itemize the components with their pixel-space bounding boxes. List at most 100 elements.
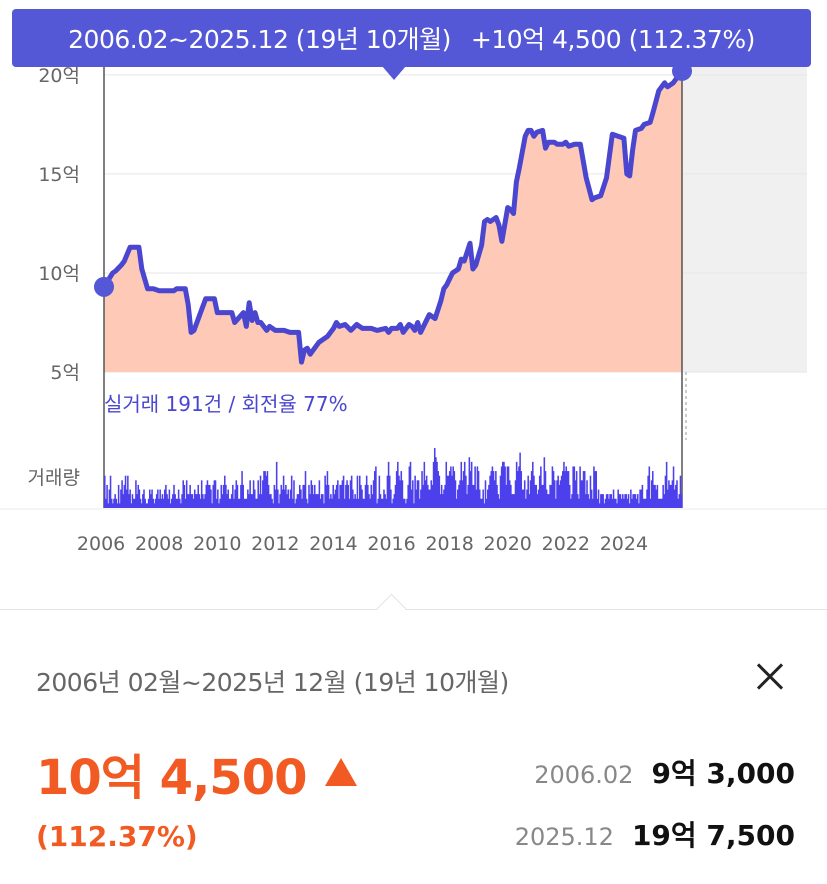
volume-bar (492, 471, 495, 508)
volume-bar (544, 471, 547, 508)
volume-bar (189, 484, 191, 508)
volume-bar (252, 480, 255, 508)
volume-bar (352, 489, 354, 508)
volume-bar (104, 475, 106, 508)
volume-bar (220, 484, 223, 508)
volume-bar (346, 480, 348, 508)
volume-bar (233, 498, 235, 508)
volume-bar (343, 498, 346, 508)
volume-bar (229, 498, 232, 508)
volume-bar (386, 475, 389, 508)
volume-bar (240, 484, 242, 508)
close-icon[interactable] (750, 656, 790, 696)
volume-bar (172, 494, 174, 508)
volume-bar (192, 498, 195, 508)
volume-bar (417, 480, 420, 508)
volume-bar (167, 498, 169, 508)
end-price: 19억 7,500 (631, 819, 795, 852)
volume-bar (407, 484, 409, 508)
volume-bar (413, 503, 415, 508)
volume-bar (153, 503, 156, 508)
volume-bar (303, 484, 306, 508)
volume-bar (242, 484, 244, 508)
volume-bar (309, 494, 311, 508)
volume-bar (251, 494, 254, 508)
start-handle[interactable] (94, 276, 114, 297)
volume-bar (567, 471, 570, 508)
volume-bar (609, 494, 611, 508)
volume-bar (370, 484, 373, 508)
volume-bar (218, 503, 220, 508)
volume-bar (423, 461, 426, 508)
volume-bar (617, 489, 619, 508)
volume-bar (431, 484, 434, 508)
volume-bar (513, 494, 516, 508)
volume-bar (592, 498, 594, 508)
volume-bar (225, 484, 227, 508)
volume-bar (117, 484, 120, 508)
volume-bar (199, 498, 202, 508)
volume-bar (175, 498, 178, 508)
y-tick-label: 5억 (50, 362, 80, 384)
volume-bar (401, 480, 404, 508)
volume-bar (361, 489, 363, 508)
volume-bar (163, 489, 166, 508)
volume-bar (357, 498, 360, 508)
volume-bar (195, 494, 197, 508)
volume-bar (197, 484, 199, 508)
volume-bar (580, 480, 583, 508)
volume-bar (106, 484, 108, 508)
volume-bar (188, 494, 190, 508)
price-change-value: 10억 4,500 (36, 750, 307, 806)
end-price-row: 2025.12 19억 7,500 (515, 814, 795, 854)
volume-bar (481, 498, 483, 508)
volume-bar (548, 494, 550, 508)
volume-bar (615, 498, 617, 508)
volume-bar (116, 503, 119, 508)
volume-bar (348, 498, 351, 508)
volume-bar (210, 489, 212, 508)
volume-bar (342, 475, 345, 508)
volume-bar (647, 475, 649, 508)
volume-bar (477, 471, 480, 508)
volume-bar (271, 498, 273, 508)
volume-bar (305, 498, 308, 508)
volume-bar (628, 503, 631, 508)
volume-bar (249, 480, 251, 508)
volume-bar (113, 498, 115, 508)
price-area (104, 70, 682, 373)
volume-bar (506, 466, 509, 508)
volume-bar (529, 480, 532, 508)
volume-bar (538, 475, 541, 508)
volume-bar (405, 503, 407, 508)
volume-bar (622, 494, 624, 508)
volume-bar (279, 494, 281, 508)
volume-bar (573, 466, 576, 508)
end-date: 2025.12 (514, 823, 614, 851)
volume-bar (416, 480, 419, 508)
y-tick-label: 15억 (38, 164, 80, 186)
volume-bar (169, 503, 172, 508)
volume-bar (495, 471, 497, 508)
volume-bar (428, 489, 430, 508)
volume-bar (550, 484, 553, 508)
volume-bar (237, 498, 240, 508)
volume-bar (675, 484, 677, 508)
volume-bar (312, 494, 315, 508)
volume-bar (168, 489, 171, 508)
volume-bar (190, 494, 193, 508)
volume-bar (498, 498, 501, 508)
volume-bar (429, 489, 431, 508)
volume-bar (611, 498, 614, 508)
volume-bar (589, 475, 592, 508)
volume-bar (268, 494, 271, 508)
volume-bar (205, 484, 208, 508)
volume-bar (334, 489, 337, 508)
volume-bar (331, 498, 333, 508)
x-axis-ticks: 2006 2008 2010 2012 2014 2016 2018 2020 2022 2024 (77, 533, 648, 555)
volume-bar (107, 503, 110, 508)
volume-bar (185, 480, 188, 508)
x-tick-label: 2006 (77, 533, 125, 555)
volume-bar (583, 471, 586, 508)
